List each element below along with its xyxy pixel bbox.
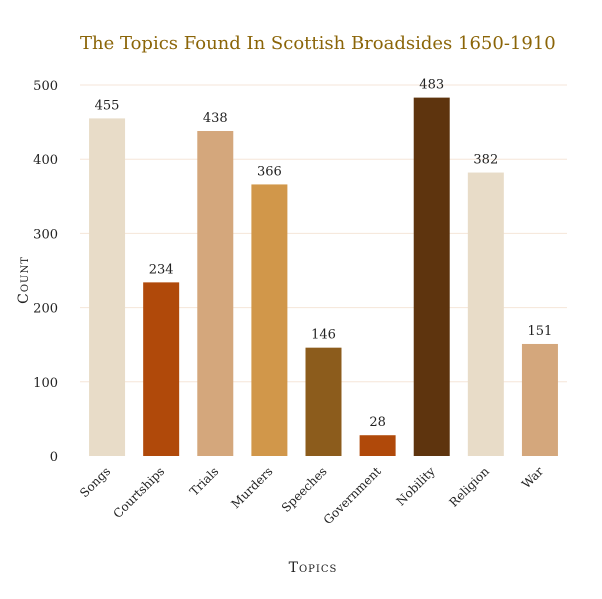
chart-title: The Topics Found In Scottish Broadsides … bbox=[80, 33, 556, 54]
x-tick-label-war: War bbox=[519, 464, 546, 491]
bar-murders bbox=[251, 184, 288, 457]
y-tick-label-300: 300 bbox=[33, 227, 58, 242]
x-tick-label-nobility: Nobility bbox=[394, 464, 438, 508]
data-label-songs: 455 bbox=[95, 98, 120, 113]
bar-songs bbox=[89, 118, 126, 456]
y-tick-label-0: 0 bbox=[50, 450, 58, 465]
x-tick-label-government: Government bbox=[321, 464, 384, 527]
bars: 455 Songs 234 Courtships 438 Trials 366 Murders… bbox=[77, 78, 558, 527]
bar-nobility bbox=[413, 97, 450, 456]
data-label-speeches: 146 bbox=[311, 328, 336, 343]
y-tick-label-400: 400 bbox=[33, 153, 58, 168]
x-axis-label: Topics bbox=[289, 560, 338, 576]
x-tick-label-speeches: Speeches bbox=[279, 464, 330, 515]
data-label-government: 28 bbox=[369, 415, 386, 430]
x-tick-label-religion: Religion bbox=[446, 464, 492, 510]
data-label-trials: 438 bbox=[203, 111, 228, 126]
y-tick-label-500: 500 bbox=[33, 79, 58, 94]
x-tick-label-songs: Songs bbox=[77, 464, 113, 500]
bar-trials bbox=[197, 131, 234, 456]
y-axis-label: Count bbox=[16, 256, 32, 304]
bar-war bbox=[521, 343, 558, 456]
bar-government bbox=[359, 435, 396, 456]
y-tick-label-200: 200 bbox=[33, 302, 58, 317]
y-tick-label-100: 100 bbox=[33, 376, 58, 391]
data-label-war: 151 bbox=[528, 324, 553, 339]
data-label-courtships: 234 bbox=[149, 262, 174, 277]
x-tick-label-trials: Trials bbox=[187, 464, 221, 498]
bar-courtships bbox=[143, 282, 180, 456]
x-tick-label-murders: Murders bbox=[229, 464, 276, 511]
bar-religion bbox=[467, 172, 504, 456]
data-label-religion: 382 bbox=[473, 153, 498, 168]
data-label-murders: 366 bbox=[257, 164, 282, 179]
bar-speeches bbox=[305, 347, 342, 456]
x-tick-label-courtships: Courtships bbox=[111, 464, 168, 521]
data-label-nobility: 483 bbox=[419, 78, 444, 93]
